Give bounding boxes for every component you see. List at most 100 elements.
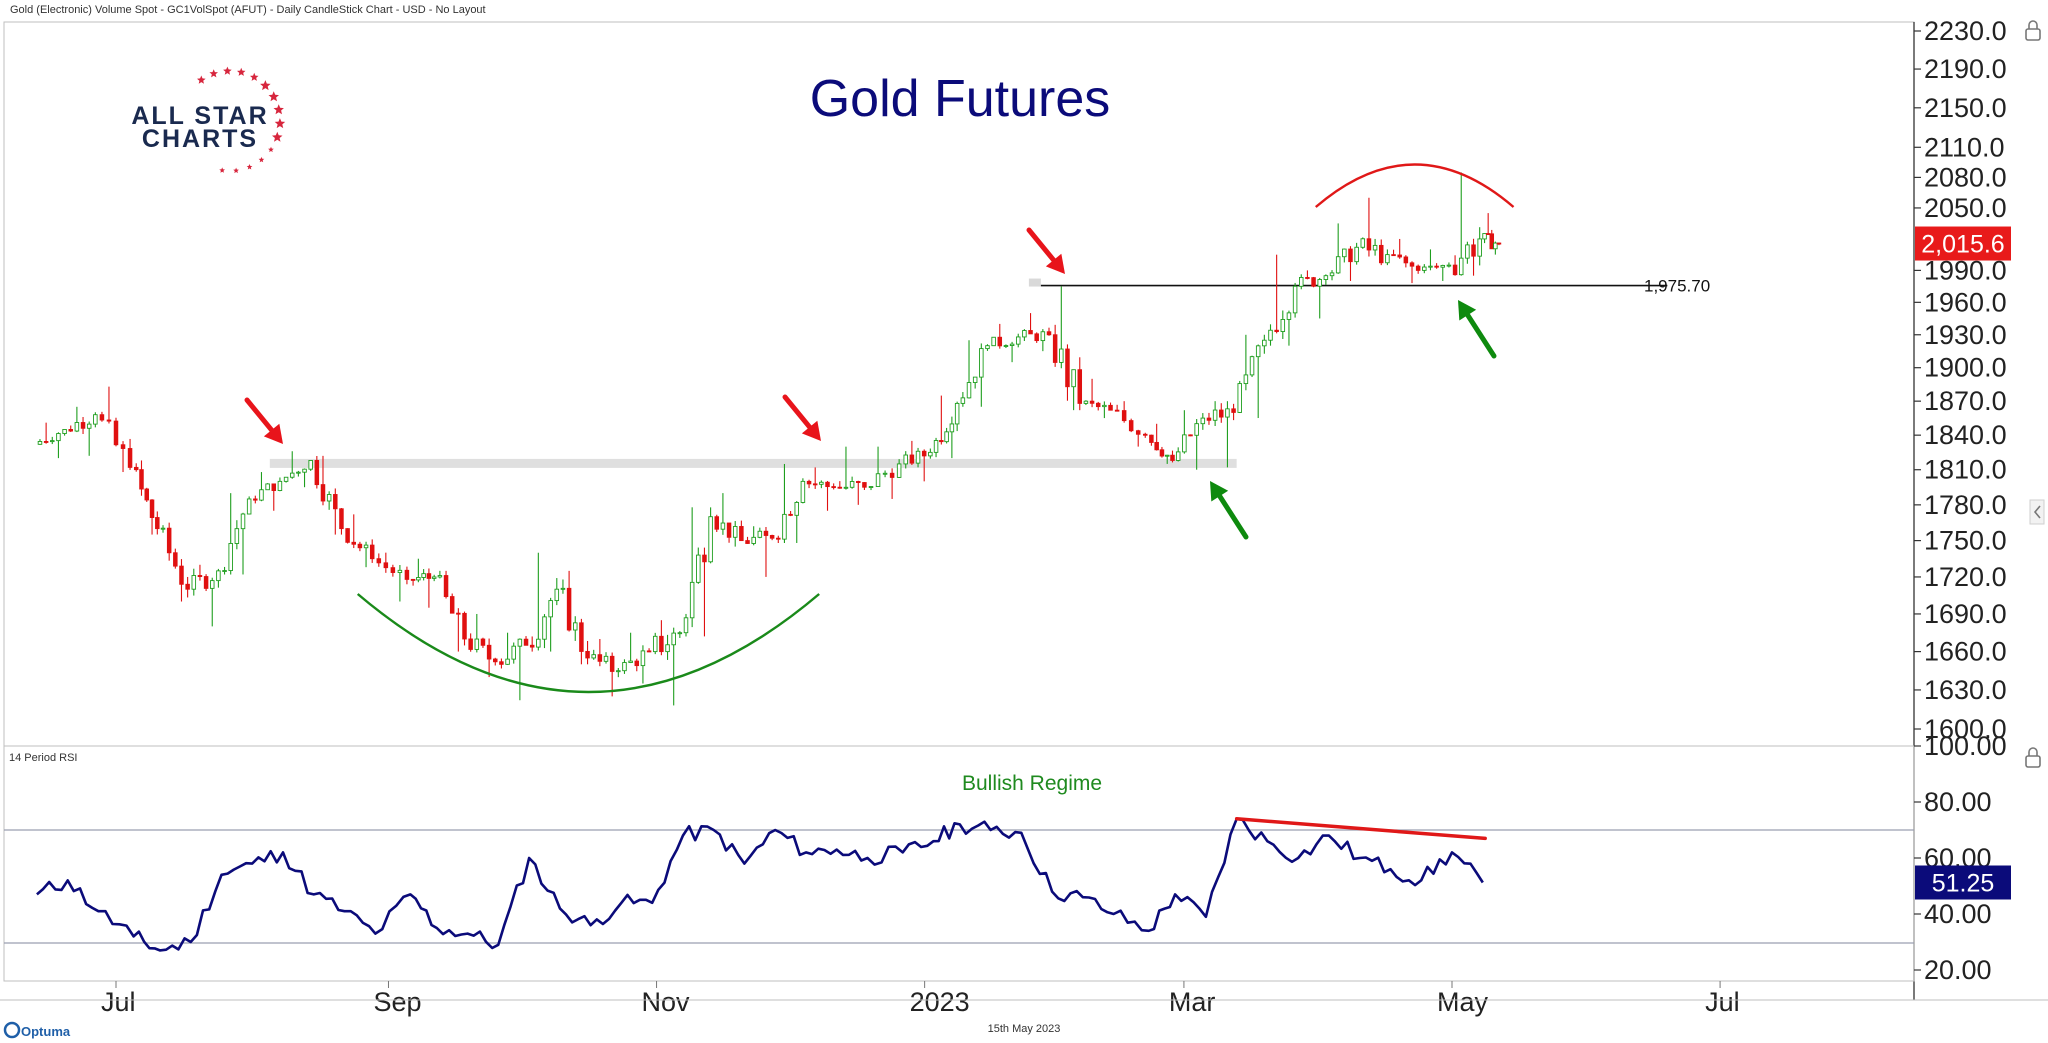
candle-body [1299, 277, 1304, 287]
footer-date: 15th May 2023 [988, 1023, 1061, 1035]
candle-body [856, 481, 861, 483]
candle-body [1231, 408, 1236, 413]
price-tick-label: 2150.0 [1924, 93, 2007, 123]
candle-body [1083, 400, 1089, 404]
candle-body [302, 468, 307, 473]
logo-star [223, 66, 232, 75]
candle-body [333, 494, 338, 510]
candle-body [745, 540, 750, 544]
candle-body [363, 544, 369, 549]
candle-body [1243, 374, 1249, 385]
candle-body [634, 660, 640, 667]
resistance-zone [269, 458, 1237, 468]
candle-body [1458, 257, 1464, 276]
candle-body [921, 450, 927, 457]
candle-body [825, 481, 830, 488]
candle-body [1154, 441, 1159, 451]
price-scale-lock-icon[interactable] [2025, 20, 2041, 41]
resistance-arrow-head [1045, 253, 1065, 274]
candle-body [536, 638, 541, 648]
candle-body [616, 670, 621, 673]
candle-body [985, 345, 990, 350]
candle-body [1465, 244, 1470, 259]
candle-body [74, 422, 80, 432]
candle-body [486, 644, 492, 660]
candle-body [345, 528, 350, 543]
x-tick-label: Nov [642, 987, 691, 1017]
candle-body [127, 448, 133, 468]
candle-body [862, 482, 867, 488]
rsi-divergence-line [1234, 817, 1487, 841]
candle-body [1212, 409, 1218, 421]
candle-body [542, 616, 547, 640]
candle-body [896, 463, 902, 478]
candle-body [240, 513, 246, 530]
candle-body [529, 644, 535, 648]
candle-body [1003, 345, 1009, 347]
candle-body [228, 543, 233, 571]
candle-body [979, 348, 984, 378]
axis-layer: 2230.02190.02150.02110.02080.02050.01990… [101, 16, 2007, 1017]
rsi-tick-label: 20.00 [1924, 955, 1992, 985]
price-tick-label: 1630.0 [1924, 675, 2007, 705]
annotations-layer [244, 163, 1515, 694]
candle-body [579, 622, 584, 652]
logo-star [268, 146, 274, 153]
candle-body [1065, 348, 1070, 388]
collapse-panel-chevron-icon[interactable] [2029, 499, 2045, 525]
candle-body [1311, 277, 1316, 287]
candle-body [800, 480, 806, 503]
rsi-tick-label: 100.00 [1924, 731, 2007, 761]
candle-body [1305, 277, 1310, 279]
candle-body [782, 513, 787, 540]
candle-body [421, 573, 426, 578]
price-tick-label: 1720.0 [1924, 562, 2007, 592]
candle-body [1164, 454, 1170, 457]
candle-body [1482, 233, 1487, 240]
candle-body [283, 476, 289, 482]
candle-body [560, 587, 566, 590]
candle-body [939, 440, 944, 443]
candle-body [714, 516, 720, 530]
candle-body [265, 483, 270, 491]
candle-body [573, 622, 578, 631]
resistance-arrow-head [263, 423, 283, 444]
price-tick-label: 1930.0 [1924, 320, 2007, 350]
all-star-charts-logo: ALL STAR CHARTS [131, 66, 286, 174]
logo-star [274, 118, 286, 129]
candle-body [209, 580, 215, 589]
candle-body [68, 429, 73, 432]
candle-body [991, 336, 996, 347]
candle-body [416, 577, 421, 581]
rsi-panel-title: 14 Period RSI [9, 752, 77, 764]
horizontal-level-marker [1028, 278, 1041, 287]
candle-body [185, 583, 190, 590]
candle-body [1292, 285, 1298, 314]
candle-body [622, 662, 627, 672]
resistance-arrow-shaft [244, 397, 275, 433]
candle-body [806, 480, 812, 485]
x-tick-label: Sep [373, 987, 421, 1017]
candle-body [915, 450, 921, 464]
candle-body [554, 588, 560, 602]
rsi-scale-lock-icon[interactable] [2025, 747, 2041, 768]
candle-body [1034, 333, 1039, 342]
candle-body [689, 581, 695, 619]
candle-body [80, 422, 86, 429]
candle-body [308, 460, 313, 470]
candle-body [1397, 254, 1402, 258]
candle-body [933, 440, 939, 453]
support-arrow-head [1210, 481, 1229, 502]
candle-body [351, 541, 357, 545]
candle-body [652, 635, 658, 653]
price-tick-label: 1810.0 [1924, 455, 2007, 485]
candle-body [1493, 242, 1498, 250]
candle-body [155, 517, 160, 530]
candle-body [43, 441, 49, 443]
candle-body [93, 414, 98, 425]
x-tick-label: May [1437, 987, 1489, 1017]
price-tick-label: 2230.0 [1924, 16, 2007, 46]
candle-body [1452, 264, 1458, 276]
candle-body [1015, 336, 1021, 345]
